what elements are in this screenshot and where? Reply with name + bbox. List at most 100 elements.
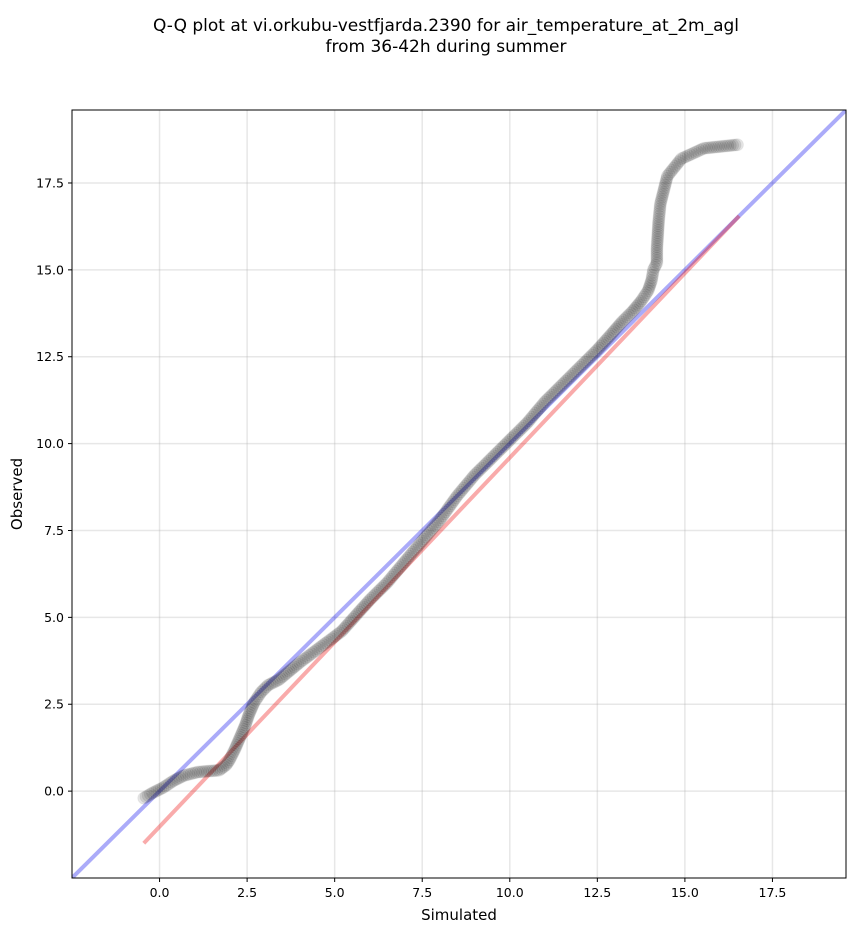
data-point (512, 424, 526, 438)
data-point (415, 534, 429, 548)
data-point (457, 481, 471, 495)
data-point (167, 774, 181, 788)
data-point (250, 691, 264, 705)
data-point (485, 451, 499, 465)
data-point (650, 235, 664, 249)
data-point (517, 419, 531, 433)
data-point (492, 444, 506, 458)
data-point (645, 271, 659, 285)
data-point (578, 355, 592, 369)
data-point (650, 256, 664, 270)
data-point (387, 568, 401, 582)
data-point (473, 463, 487, 477)
data-point (418, 530, 432, 544)
data-point (373, 583, 387, 597)
x-tick-label: 2.5 (237, 885, 257, 900)
data-point (589, 345, 603, 359)
data-point (653, 202, 667, 216)
data-point (212, 763, 226, 777)
data-point (677, 151, 691, 165)
data-point (355, 602, 369, 616)
data-point (156, 781, 170, 795)
data-point (333, 626, 347, 640)
data-point (613, 317, 627, 331)
data-point (267, 675, 281, 689)
data-point (344, 614, 358, 628)
data-point (280, 666, 294, 680)
data-point (198, 764, 212, 778)
data-point (152, 783, 166, 797)
data-point (177, 768, 191, 782)
data-point (214, 762, 228, 776)
data-point (137, 791, 151, 805)
y-tick-label: 10.0 (36, 436, 64, 451)
data-point (461, 475, 475, 489)
data-point (652, 209, 666, 223)
data-point (651, 228, 665, 242)
y-tick-label: 17.5 (36, 175, 64, 190)
data-point (612, 318, 626, 332)
data-point (240, 714, 254, 728)
data-point (203, 764, 217, 778)
data-point (630, 299, 644, 313)
data-point (431, 515, 445, 529)
data-point (440, 503, 454, 517)
data-point (726, 138, 740, 152)
data-point (458, 479, 472, 493)
data-point (659, 176, 673, 190)
data-point (649, 258, 663, 272)
data-point (235, 726, 249, 740)
data-point (158, 779, 172, 793)
chart-subtitle: from 36-42h during summer (326, 37, 567, 57)
data-point (650, 242, 664, 256)
data-point (364, 591, 378, 605)
data-point (530, 404, 544, 418)
data-point (484, 452, 498, 466)
data-point (650, 237, 664, 251)
data-point (575, 358, 589, 372)
data-point (409, 542, 423, 555)
data-point (460, 477, 474, 491)
grid (72, 110, 846, 878)
data-point (690, 144, 704, 158)
data-point (325, 632, 339, 646)
data-point (232, 732, 246, 746)
data-point (538, 395, 552, 409)
data-point (173, 771, 187, 785)
data-point (714, 139, 728, 153)
data-point (249, 693, 263, 707)
data-point (557, 376, 571, 390)
data-point (651, 223, 665, 237)
data-point (291, 657, 305, 671)
data-point (375, 581, 389, 595)
data-point (719, 139, 733, 153)
data-point (342, 616, 356, 630)
data-point (425, 523, 439, 537)
data-point (247, 696, 261, 710)
data-point (700, 141, 714, 155)
data-point (697, 141, 711, 155)
data-point (501, 435, 515, 449)
data-point (702, 141, 716, 155)
data-point (648, 261, 662, 275)
data-point (480, 456, 494, 470)
data-point (230, 738, 244, 752)
y-tick-label: 2.5 (44, 697, 64, 712)
data-point (650, 251, 664, 265)
data-point (270, 674, 284, 688)
x-tick-label: 0.0 (150, 885, 170, 900)
x-axis-ticks: 0.0 2.5 5.0 7.5 10.0 12.5 15.0 17.5 (150, 878, 786, 900)
data-point (550, 383, 564, 397)
data-point (559, 374, 573, 388)
data-point (482, 454, 496, 468)
data-point (241, 710, 255, 724)
data-point (660, 171, 674, 185)
data-point (200, 764, 214, 778)
data-point (721, 139, 735, 153)
data-point (585, 348, 599, 362)
data-point (217, 759, 231, 773)
data-point (233, 730, 247, 744)
data-point (358, 598, 372, 612)
data-point (670, 157, 684, 171)
